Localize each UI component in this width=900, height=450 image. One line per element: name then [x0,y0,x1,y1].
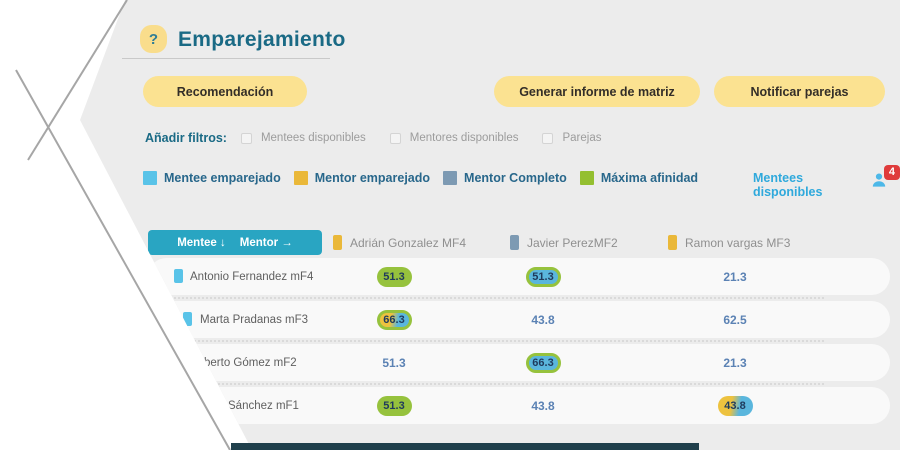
matrix-cell[interactable]: 43.8 [483,301,603,338]
affinity-value: 43.8 [531,312,555,327]
notify-pairs-button[interactable]: Notificar parejas [714,76,885,107]
column-color-marker [510,235,519,250]
filters-label: Añadir filtros: [145,131,227,145]
affinity-value: 43.8 [531,398,555,413]
row-marker [183,312,192,326]
filters-bar: Añadir filtros: Mentees disponibles Mento… [145,130,625,146]
matrix-cell[interactable]: 43.8 [675,387,795,424]
legend-label: Mentor Completo [464,171,567,185]
filter-option-label: Parejas [562,132,602,144]
row-name: Marta Pradanas mF3 [200,313,309,326]
filter-checkbox[interactable] [240,132,252,144]
matrix-cell[interactable]: 66.3 [483,344,603,381]
mentees-available-label: Mentees disponibles [753,171,823,199]
matrix-cell[interactable]: 62.5 [675,301,795,338]
person-icon [871,172,887,193]
column-color-marker [333,235,342,250]
legend-item: Máxima afinidad [579,171,699,185]
filter-option[interactable]: Parejas [542,132,601,144]
legend-color-swatch [443,171,458,185]
legend-label: Máxima afinidad [600,171,699,185]
affinity-value: 51.3 [382,355,406,370]
affinity-value: 21.3 [723,269,747,284]
legend-label: Mentor emparejado [314,171,431,185]
column-label: Adrián Gonzalez MF4 [350,235,467,250]
legend-item: Mentee emparejado [143,171,281,185]
matrix-cell[interactable]: 51.3 [334,387,454,424]
page-title: Emparejamiento [178,28,346,51]
matrix-cell[interactable]: 51.3 [334,258,454,295]
legend-label: Mentee emparejado [164,171,281,185]
filter-checkbox[interactable] [542,132,554,144]
matrix-row: Antonio Fernandez mF4 51.3 51.3 21.3 [148,258,890,295]
mentee-axis-label: Mentee ↓ [177,236,226,249]
recommendation-button[interactable]: Recomendación [143,76,307,107]
mentees-available-link[interactable]: Mentees disponibles 4 [753,165,900,199]
legend-color-swatch [143,171,157,185]
filter-checkbox[interactable] [389,132,401,144]
mentor-axis-label: Mentor → [239,236,293,249]
generate-matrix-report-button[interactable]: Generar informe de matriz [494,76,700,107]
affinity-value: 21.3 [723,355,747,370]
filter-option-label: Mentees disponibles [260,132,366,144]
matrix-cell[interactable]: 21.3 [675,258,795,295]
matrix-cell[interactable]: 21.3 [675,344,795,381]
legend-color-swatch [293,171,308,185]
matrix-row: Marta Pradanas mF3 66.3 43.8 62.5 [148,301,890,338]
column-label: Javier PerezMF2 [527,235,618,250]
matrix-cell[interactable]: 43.8 [483,387,603,424]
row-separator [150,297,824,299]
affinity-badge: 51.3 [525,266,561,287]
matrix-cell[interactable]: 51.3 [334,344,454,381]
filter-option-label: Mentores disponibles [409,132,519,144]
matrix-cell[interactable]: 66.3 [334,301,454,338]
row-name: berto Gómez mF2 [204,356,297,369]
column-header: Ramon vargas MF3 [668,235,790,250]
legend: Mentee emparejado Mentor emparejado Mentor… [143,171,711,185]
row-marker [174,398,183,412]
affinity-badge: 51.3 [376,395,412,416]
row-separator [150,383,824,385]
column-header: Adrián Gonzalez MF4 [333,235,466,250]
title-divider [122,58,330,59]
matrix-row: berto Gómez mF2 51.3 66.3 21.3 [148,344,890,381]
legend-item: Mentor Completo [443,171,567,185]
row-name: Antonio Fernandez mF4 [190,270,314,283]
filter-option[interactable]: Mentees disponibles [240,132,366,144]
column-header: Javier PerezMF2 [510,235,618,250]
matrix-row: Sánchez mF1 51.3 43.8 43.8 [148,387,890,424]
matrix-corner-header[interactable]: Mentee ↓ Mentor → [148,230,322,255]
affinity-badge: 66.3 [376,309,412,330]
column-label: Ramon vargas MF3 [685,235,791,250]
legend-color-swatch [579,171,594,185]
affinity-badge: 66.3 [525,352,561,373]
affinity-value: 62.5 [723,312,747,327]
row-name: Sánchez mF1 [228,399,299,412]
row-marker [174,269,183,283]
affinity-badge: 43.8 [717,395,753,416]
column-color-marker [668,235,677,250]
bottom-bar [231,443,699,450]
row-marker [174,355,183,369]
help-icon[interactable]: ? [140,25,167,53]
row-separator [150,340,824,342]
affinity-badge: 51.3 [376,266,412,287]
filter-option[interactable]: Mentores disponibles [389,132,519,144]
matrix-cell[interactable]: 51.3 [483,258,603,295]
available-count-badge: 4 [883,165,900,180]
legend-item: Mentor emparejado [293,171,431,185]
